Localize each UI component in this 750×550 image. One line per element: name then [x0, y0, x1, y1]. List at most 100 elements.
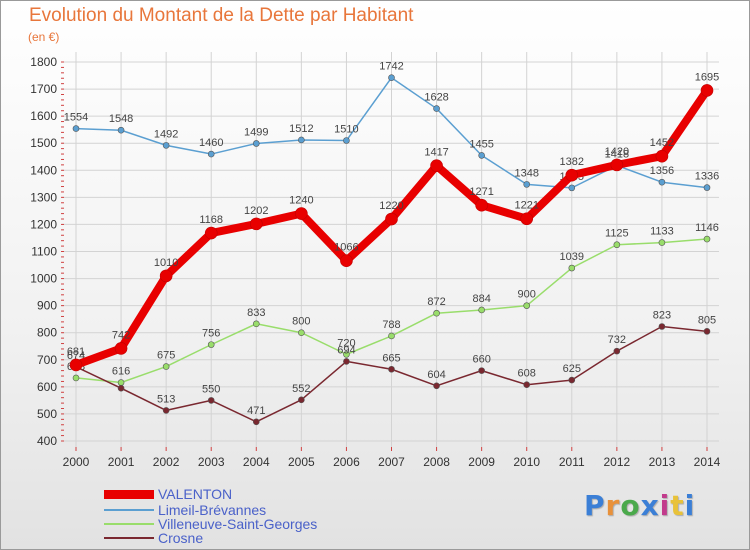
- data-label: 552: [292, 383, 310, 395]
- data-point: [658, 178, 666, 186]
- data-label: 675: [157, 350, 175, 362]
- data-point: [162, 363, 170, 370]
- data-point: [385, 212, 398, 226]
- x-tick-label: 2002: [153, 455, 180, 469]
- legend-label: Villeneuve-Saint-Georges: [158, 516, 318, 532]
- data-point: [343, 137, 350, 144]
- y-tick-label: 600: [37, 380, 57, 394]
- y-tick-label: 1500: [30, 136, 57, 150]
- y-tick-label: 1300: [30, 190, 57, 204]
- logo-letter: i: [684, 489, 696, 522]
- data-label: 1512: [289, 123, 313, 135]
- data-label: 674: [67, 350, 85, 362]
- data-label: 1146: [695, 222, 719, 234]
- data-point: [117, 379, 125, 386]
- x-tick-label: 2009: [468, 455, 495, 469]
- data-point: [162, 142, 170, 149]
- data-point: [433, 382, 440, 390]
- logo-letter: r: [605, 489, 621, 522]
- logo-letter: i: [659, 489, 671, 522]
- data-label: 805: [698, 314, 716, 326]
- data-label: 800: [292, 316, 310, 328]
- data-label: 756: [202, 328, 220, 340]
- x-tick-label: 2008: [423, 455, 450, 469]
- data-point: [207, 397, 215, 404]
- y-tick-label: 1800: [30, 55, 57, 69]
- x-tick-label: 2013: [649, 455, 676, 469]
- x-tick-label: 2014: [694, 455, 721, 469]
- data-point: [433, 309, 440, 317]
- data-label: 1348: [514, 167, 538, 179]
- data-point: [433, 105, 440, 112]
- legend-swatch: [104, 537, 154, 539]
- x-tick-label: 2006: [333, 455, 360, 469]
- data-point: [159, 269, 173, 283]
- legend-swatch: [104, 509, 154, 511]
- data-point: [207, 341, 215, 348]
- legend-swatch: [104, 489, 154, 499]
- data-point: [295, 207, 308, 220]
- data-point: [568, 264, 576, 272]
- data-label: 1418: [605, 148, 629, 160]
- y-tick-label: 400: [37, 434, 57, 448]
- data-label: 1548: [109, 113, 133, 125]
- data-point: [520, 212, 534, 226]
- x-tick-label: 2000: [63, 455, 90, 469]
- data-label: 1220: [379, 200, 403, 212]
- data-point: [117, 126, 125, 134]
- data-point: [117, 384, 125, 392]
- legend-item-limeil-brevannes: Limeil-Brévannes: [104, 502, 267, 518]
- data-point: [478, 367, 485, 374]
- legend-label: Crosne: [158, 530, 204, 546]
- data-label: 1628: [424, 92, 448, 104]
- data-label: 1492: [154, 128, 178, 140]
- legend-label: VALENTON: [158, 486, 233, 502]
- x-tick-label: 2011: [559, 455, 585, 469]
- data-point: [298, 396, 305, 404]
- data-point: [703, 328, 711, 335]
- data-label: 884: [472, 293, 490, 305]
- data-label: 1460: [199, 137, 223, 149]
- data-label: 1554: [64, 112, 88, 124]
- data-label: 694: [337, 344, 355, 356]
- data-point: [475, 198, 488, 212]
- data-point: [655, 149, 669, 163]
- data-label: 742: [112, 329, 130, 341]
- data-point: [523, 381, 531, 388]
- data-point: [252, 140, 260, 147]
- data-point: [252, 320, 260, 328]
- legend-label: Limeil-Brévannes: [158, 502, 267, 518]
- data-point: [204, 226, 218, 240]
- data-point: [207, 150, 215, 158]
- data-point: [72, 374, 80, 382]
- legend-item-valenton: VALENTON: [104, 486, 233, 502]
- data-point: [703, 184, 711, 191]
- data-label: 625: [563, 363, 581, 375]
- data-point: [388, 74, 395, 82]
- data-label: 872: [427, 296, 445, 308]
- data-point: [523, 181, 531, 188]
- data-point: [565, 168, 579, 182]
- y-tick-label: 1700: [30, 82, 57, 96]
- y-tick-label: 1100: [31, 245, 57, 259]
- data-label: 1742: [379, 61, 403, 73]
- y-tick-label: 500: [37, 407, 57, 421]
- data-label: 788: [382, 319, 400, 331]
- data-label: 1039: [560, 251, 584, 263]
- data-label: 471: [247, 405, 265, 417]
- data-label: 660: [472, 354, 490, 366]
- legend-item-villeneuve-saint-georges: Villeneuve-Saint-Georges: [104, 516, 318, 532]
- logo-letter: t: [670, 489, 685, 522]
- data-point: [388, 365, 395, 373]
- data-point: [114, 342, 128, 355]
- x-tick-label: 2005: [288, 455, 315, 469]
- data-point: [700, 84, 714, 97]
- data-point: [298, 136, 305, 144]
- y-tick-label: 700: [37, 353, 57, 367]
- data-label: 1271: [469, 186, 493, 198]
- x-tick-label: 2003: [198, 455, 225, 469]
- data-point: [613, 347, 621, 355]
- data-label: 720: [337, 337, 355, 349]
- logo-letter: P: [584, 489, 606, 522]
